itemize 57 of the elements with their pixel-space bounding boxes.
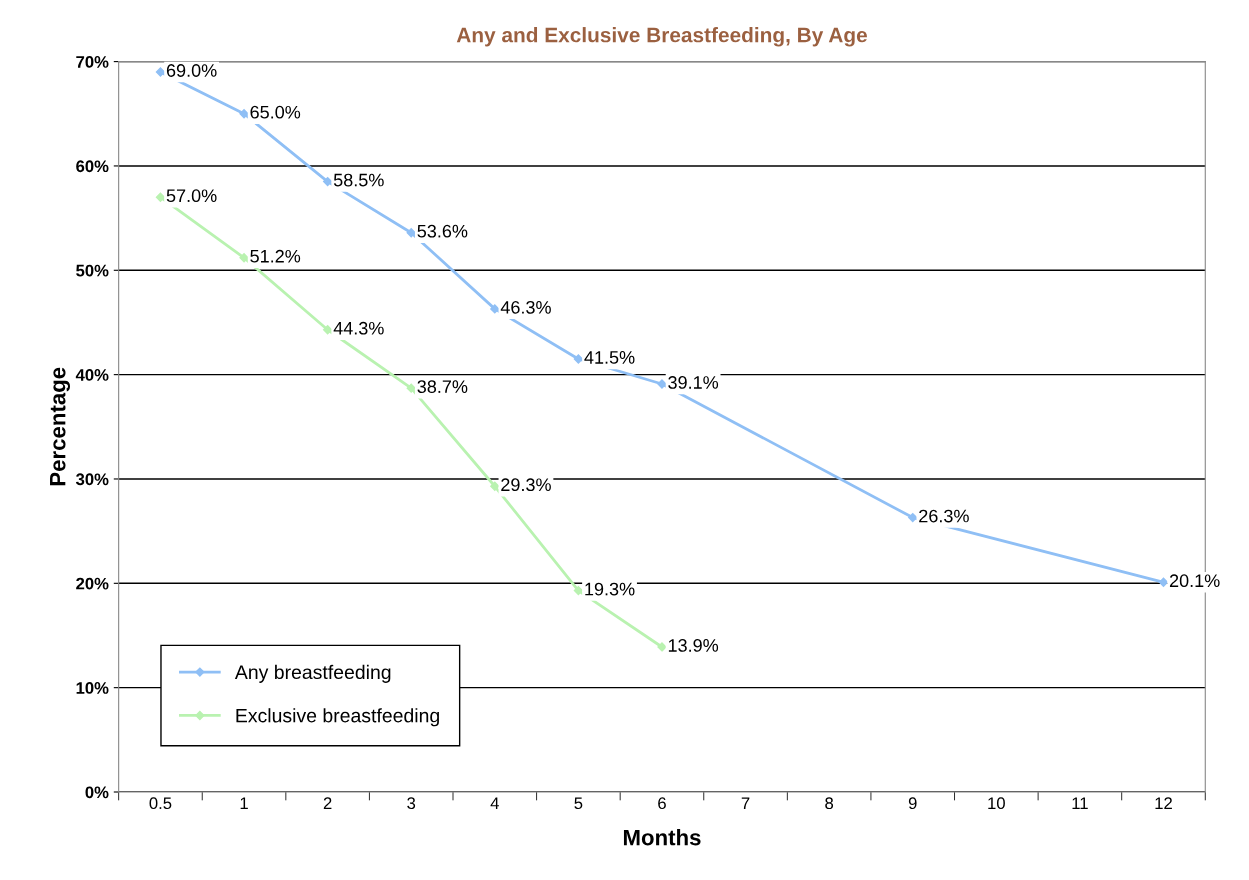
x-tick-label: 5 <box>574 797 583 810</box>
x-tick-label: 12 <box>1155 797 1172 809</box>
point <box>657 642 667 652</box>
y-tick-label: 70% <box>76 56 109 68</box>
x-tick-label: 6 <box>658 797 666 810</box>
data-label: 13.9% <box>668 639 719 652</box>
point <box>322 176 333 187</box>
x-tick-label: 11 <box>1072 797 1088 809</box>
data-label: 41.5% <box>584 351 635 364</box>
y-tick-label: 60% <box>76 160 109 173</box>
point <box>239 109 249 119</box>
y-tick-label: 10% <box>76 682 109 694</box>
x-tick-label: 7 <box>741 797 750 809</box>
data-label: 38.7% <box>417 380 468 394</box>
point <box>239 253 249 263</box>
data-label: 57.0% <box>166 189 217 203</box>
x-tick-label: 8 <box>825 797 834 810</box>
data-label: 19.3% <box>585 582 635 596</box>
x-tick-label: 9 <box>908 797 917 810</box>
y-tick-label: 50% <box>76 264 109 277</box>
data-label: 69.0% <box>166 64 217 77</box>
x-tick-label: 2 <box>323 797 332 809</box>
point <box>406 228 416 238</box>
y-tick-label: 0% <box>85 786 109 799</box>
point <box>573 585 584 596</box>
y-axis-title: Percentage <box>50 367 71 486</box>
x-tick-label: 0.5 <box>149 797 172 810</box>
point <box>908 512 918 523</box>
point <box>573 354 584 364</box>
point <box>155 192 166 202</box>
point <box>490 481 500 491</box>
chart-title: Any and Exclusive Breastfeeding, By Age <box>456 27 867 47</box>
point <box>1158 577 1169 587</box>
data-label: 46.3% <box>500 300 551 314</box>
legend-label: Exclusive breastfeeding <box>236 708 439 727</box>
legend-label: Any breastfeeding <box>234 664 391 683</box>
data-label: 20.1% <box>1169 574 1220 588</box>
y-tick-label: 30% <box>75 473 109 486</box>
data-label: 65.0% <box>250 105 301 119</box>
x-axis-title: Months <box>623 829 701 846</box>
data-label: 51.2% <box>250 249 301 263</box>
x-tick-label: 3 <box>407 797 416 810</box>
data-label: 26.3% <box>919 509 969 523</box>
x-tick-label: 1 <box>240 797 248 809</box>
y-tick-label: 40% <box>75 369 109 381</box>
data-label: 53.6% <box>417 224 468 238</box>
point <box>322 325 333 335</box>
x-tick-label: 4 <box>490 797 499 809</box>
data-label: 29.3% <box>501 478 551 492</box>
point <box>155 67 166 77</box>
data-label: 44.3% <box>333 321 384 335</box>
point <box>490 304 500 314</box>
y-tick-label: 20% <box>76 577 109 590</box>
data-label: 58.5% <box>333 173 384 187</box>
point <box>406 383 416 393</box>
data-label: 39.1% <box>668 376 719 389</box>
x-tick-label: 10 <box>988 797 1005 810</box>
